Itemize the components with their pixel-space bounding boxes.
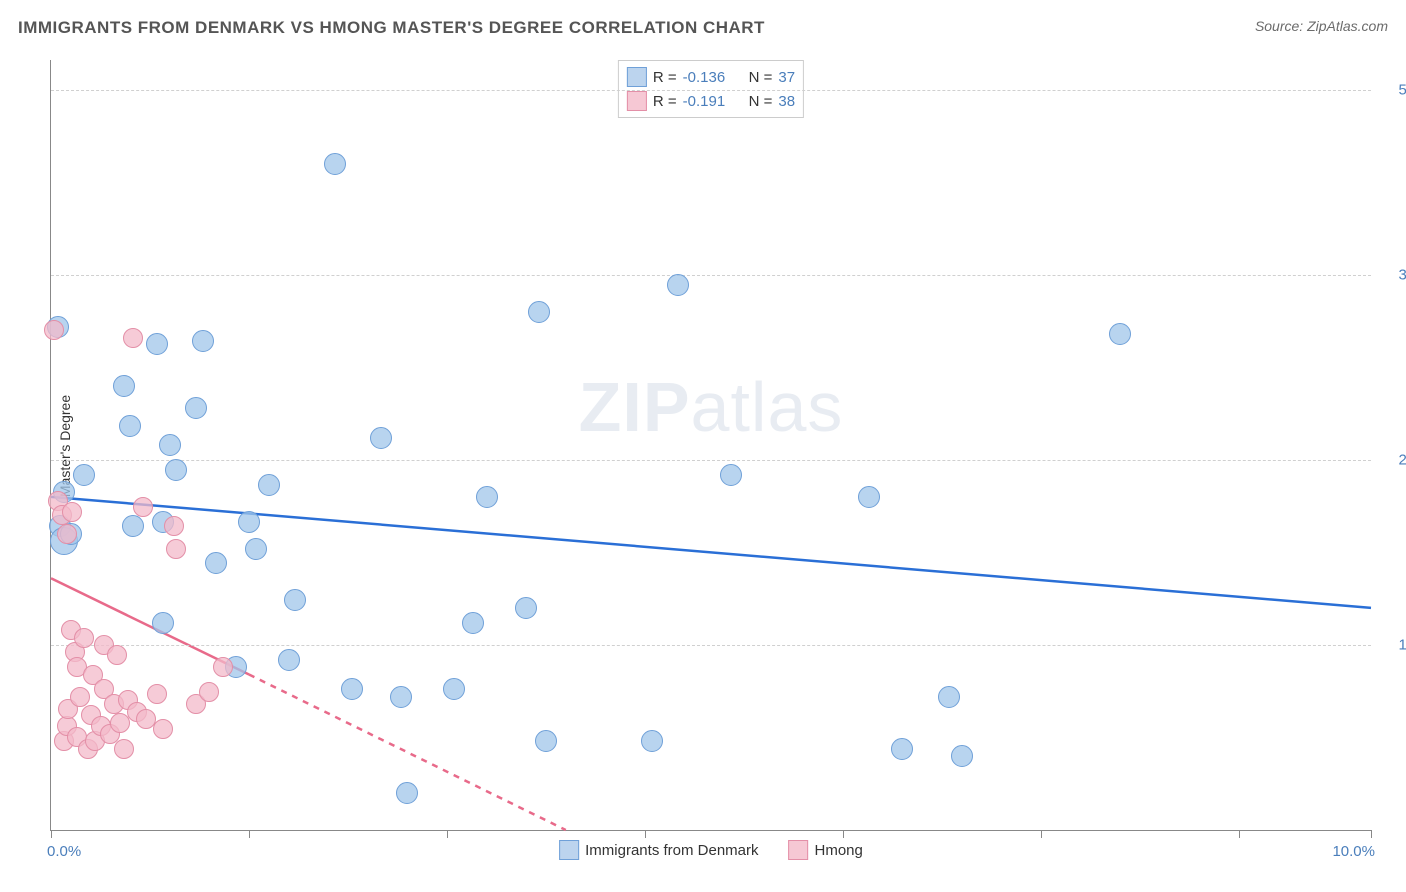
n-label: N = [749,69,773,86]
data-point-denmark [370,427,392,449]
data-point-denmark [951,745,973,767]
data-point-denmark [938,686,960,708]
data-point-hmong [62,502,82,522]
data-point-denmark [535,730,557,752]
data-point-denmark [641,730,663,752]
r-value: -0.136 [683,69,733,86]
data-point-denmark [396,782,418,804]
scatter-plot-area: ZIPatlas R =-0.136N =37R =-0.191N =38 0.… [50,60,1371,831]
legend-swatch [559,840,579,860]
legend-swatch [627,91,647,111]
data-point-hmong [107,645,127,665]
data-point-denmark [122,515,144,537]
data-point-denmark [258,474,280,496]
x-tick [1371,830,1372,838]
legend-label: Hmong [815,842,863,859]
data-point-hmong [44,320,64,340]
correlation-legend-row: R = -0.136 N = 37 [627,65,795,89]
data-point-denmark [858,486,880,508]
data-point-denmark [113,375,135,397]
grid-line [51,275,1371,276]
data-point-denmark [152,612,174,634]
y-tick-label: 12.5% [1381,636,1406,653]
x-tick [447,830,448,838]
x-tick [843,830,844,838]
data-point-hmong [114,739,134,759]
x-axis-max-label: 10.0% [1332,843,1375,860]
chart-header: IMMIGRANTS FROM DENMARK VS HMONG MASTER'… [18,18,1388,48]
data-point-denmark [205,552,227,574]
data-point-denmark [159,434,181,456]
data-point-denmark [185,397,207,419]
data-point-denmark [192,330,214,352]
legend-swatch [627,67,647,87]
legend-swatch [789,840,809,860]
x-tick [645,830,646,838]
n-value: 37 [778,69,795,86]
data-point-hmong [74,628,94,648]
source-attribution: Source: ZipAtlas.com [1255,18,1388,34]
x-tick [51,830,52,838]
data-point-denmark [165,459,187,481]
correlation-legend-row: R = -0.191 N = 38 [627,89,795,113]
data-point-denmark [515,597,537,619]
x-tick [249,830,250,838]
chart-title: IMMIGRANTS FROM DENMARK VS HMONG MASTER'… [18,18,765,37]
y-tick-label: 37.5% [1381,266,1406,283]
data-point-denmark [528,301,550,323]
series-legend-item: Hmong [789,840,863,860]
data-point-denmark [390,686,412,708]
grid-line [51,645,1371,646]
data-point-hmong [153,719,173,739]
data-point-hmong [199,682,219,702]
data-point-hmong [70,687,90,707]
data-point-denmark [146,333,168,355]
data-point-hmong [213,657,233,677]
data-point-hmong [123,328,143,348]
grid-line [51,90,1371,91]
data-point-denmark [284,589,306,611]
r-label: R = [653,69,677,86]
data-point-denmark [720,464,742,486]
y-tick-label: 50.0% [1381,81,1406,98]
data-point-denmark [1109,323,1131,345]
data-point-denmark [73,464,95,486]
r-value: -0.191 [683,93,733,110]
x-tick [1239,830,1240,838]
series-legend: Immigrants from Denmark Hmong [559,840,863,860]
data-point-hmong [147,684,167,704]
data-point-denmark [891,738,913,760]
x-axis-min-label: 0.0% [47,843,81,860]
n-value: 38 [778,93,795,110]
data-point-hmong [166,539,186,559]
data-point-hmong [57,524,77,544]
data-point-denmark [462,612,484,634]
data-point-denmark [245,538,267,560]
x-tick [1041,830,1042,838]
trend-lines-layer [51,60,1371,830]
n-label: N = [749,93,773,110]
y-tick-label: 25.0% [1381,451,1406,468]
data-point-denmark [238,511,260,533]
data-point-hmong [133,497,153,517]
data-point-denmark [476,486,498,508]
data-point-denmark [443,678,465,700]
data-point-denmark [324,153,346,175]
grid-line [51,460,1371,461]
series-legend-item: Immigrants from Denmark [559,840,758,860]
data-point-denmark [341,678,363,700]
data-point-hmong [110,713,130,733]
legend-label: Immigrants from Denmark [585,842,758,859]
data-point-denmark [119,415,141,437]
r-label: R = [653,93,677,110]
data-point-denmark [667,274,689,296]
data-point-hmong [164,516,184,536]
data-point-denmark [278,649,300,671]
